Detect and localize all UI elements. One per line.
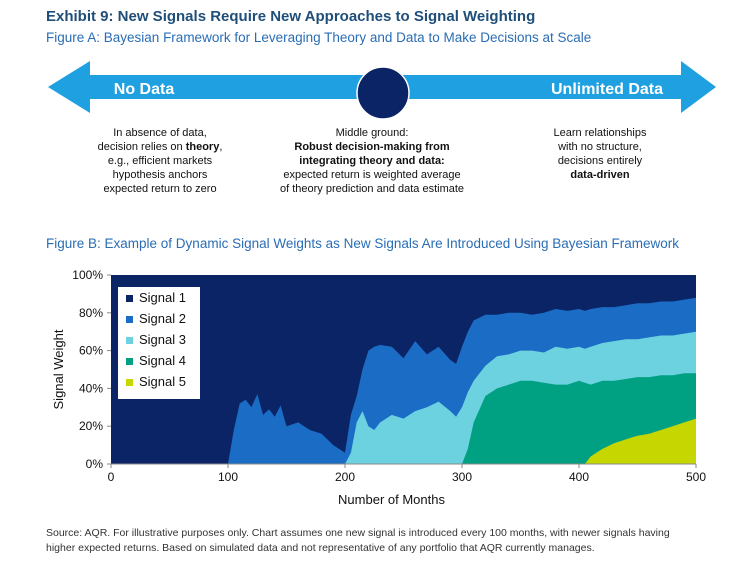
figure-b-title: Figure B: Example of Dynamic Signal Weig… — [46, 236, 680, 251]
signal-5-area — [111, 418, 696, 464]
bayesian-framework-diagram: No Data Unlimited Data — [48, 61, 716, 120]
x-tick-label: 500 — [686, 470, 706, 484]
legend-label: Signal 2 — [139, 311, 186, 326]
unlimited-data-caption: Learn relationships with no structure, d… — [553, 127, 647, 181]
x-axis-label: Number of Months — [338, 492, 445, 507]
x-tick-label: 0 — [108, 470, 115, 484]
y-axis-label: Signal Weight — [51, 329, 66, 409]
legend-swatch — [126, 337, 133, 344]
y-tick-label: 60% — [79, 344, 103, 358]
no-data-caption: In absence of data, decision relies on t… — [97, 127, 223, 195]
middle-ground-circle — [356, 66, 410, 120]
x-tick-label: 200 — [335, 470, 355, 484]
legend-label: Signal 1 — [139, 290, 186, 305]
legend-label: Signal 5 — [139, 374, 186, 389]
x-tick-label: 300 — [452, 470, 472, 484]
source-note: Source: AQR. For illustrative purposes o… — [46, 527, 670, 554]
unlimited-data-label: Unlimited Data — [551, 81, 663, 98]
legend-swatch — [126, 316, 133, 323]
y-tick-label: 100% — [72, 268, 103, 282]
signal-4-area — [111, 373, 696, 464]
no-data-label: No Data — [114, 81, 175, 98]
exhibit-title: Exhibit 9: New Signals Require New Appro… — [46, 8, 536, 25]
legend-swatch — [126, 379, 133, 386]
y-tick-label: 80% — [79, 306, 103, 320]
y-tick-label: 20% — [79, 419, 103, 433]
legend-swatch — [126, 295, 133, 302]
figure-a-title: Figure A: Bayesian Framework for Leverag… — [46, 30, 592, 45]
middle-ground-caption: Middle ground: Robust decision-making fr… — [279, 127, 465, 195]
signal-weight-area-chart: 0% 20% 40% 60% 80% 100% 0 100 200 300 400 500 Number… — [51, 268, 706, 507]
x-tick-label: 400 — [569, 470, 589, 484]
x-tick-label: 100 — [218, 470, 238, 484]
legend-label: Signal 4 — [139, 353, 186, 368]
legend-label: Signal 3 — [139, 332, 186, 347]
y-tick-label: 0% — [86, 457, 104, 471]
y-tick-label: 40% — [79, 381, 103, 395]
legend-swatch — [126, 358, 133, 365]
